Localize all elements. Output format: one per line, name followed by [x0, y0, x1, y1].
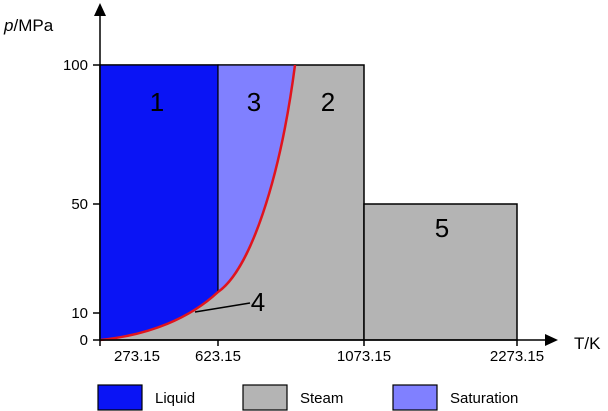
- y-tick-label: 100: [63, 57, 88, 74]
- y-tick-label: 50: [71, 196, 88, 213]
- region-label: 4: [251, 287, 265, 317]
- y-tick-label: 10: [71, 305, 88, 322]
- legend-label: Steam: [300, 390, 343, 407]
- legend-label: Liquid: [155, 390, 195, 407]
- region-label: 5: [435, 213, 449, 243]
- legend-swatch: [242, 384, 288, 411]
- legend-label: Saturation: [450, 390, 518, 407]
- x-tick-marks: [99, 340, 518, 346]
- region-label: 2: [321, 87, 335, 117]
- legend-swatch: [392, 384, 438, 411]
- x-arrow: [545, 334, 558, 346]
- region-label: 1: [150, 87, 164, 117]
- y-arrow: [94, 3, 106, 16]
- region-5: [363, 203, 518, 341]
- legend-swatch: [97, 384, 143, 411]
- region-label: 3: [247, 87, 261, 117]
- leader-line: [194, 302, 251, 313]
- y-axis-label: p/MPa: [3, 16, 54, 35]
- y-tick-marks: [93, 64, 100, 341]
- x-tick-label: 623.15: [195, 348, 241, 365]
- x-axis-label: T/K: [574, 334, 601, 353]
- saturation-curve: [99, 64, 297, 342]
- x-tick-label: 273.15: [114, 348, 160, 365]
- x-tick-label: 1073.15: [337, 348, 391, 365]
- y-tick-label: 0: [80, 332, 88, 349]
- x-tick-label: 2273.15: [490, 348, 544, 365]
